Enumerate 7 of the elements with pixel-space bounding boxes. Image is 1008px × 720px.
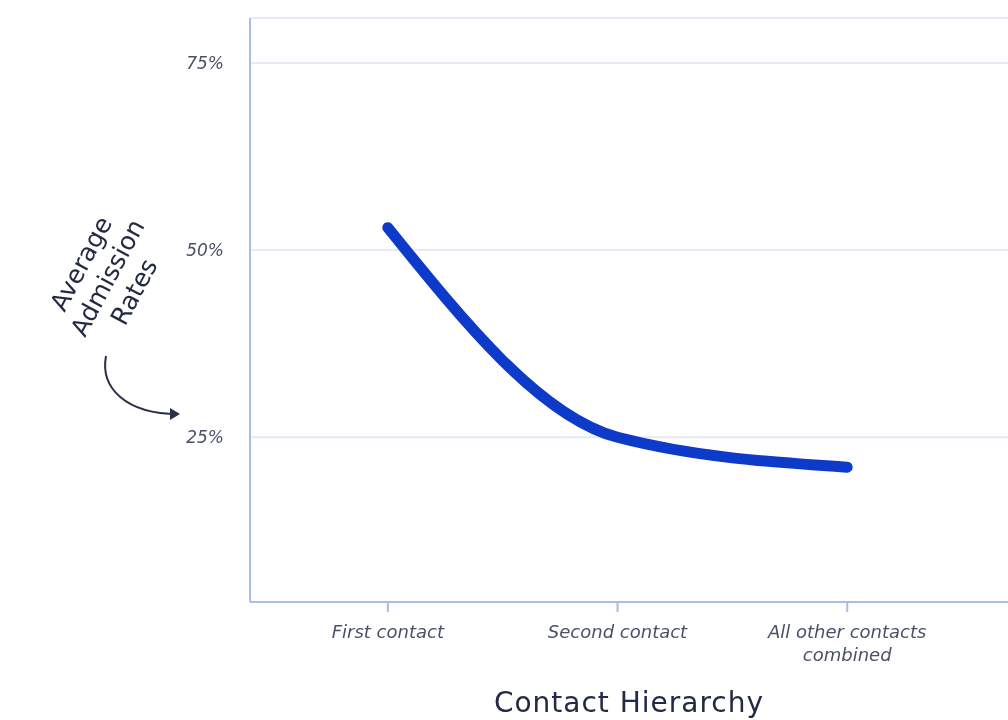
x-axis-title: Contact Hierarchy: [492, 686, 766, 719]
y-tick-label: 25%: [186, 427, 224, 448]
x-tick-label: Second contact: [547, 621, 689, 642]
y-tick-label: 50%: [186, 240, 224, 261]
x-tick-label: All other contacts combined: [766, 621, 927, 665]
x-tick-label: First contact: [331, 621, 445, 642]
y-tick-label: 75%: [186, 52, 224, 73]
